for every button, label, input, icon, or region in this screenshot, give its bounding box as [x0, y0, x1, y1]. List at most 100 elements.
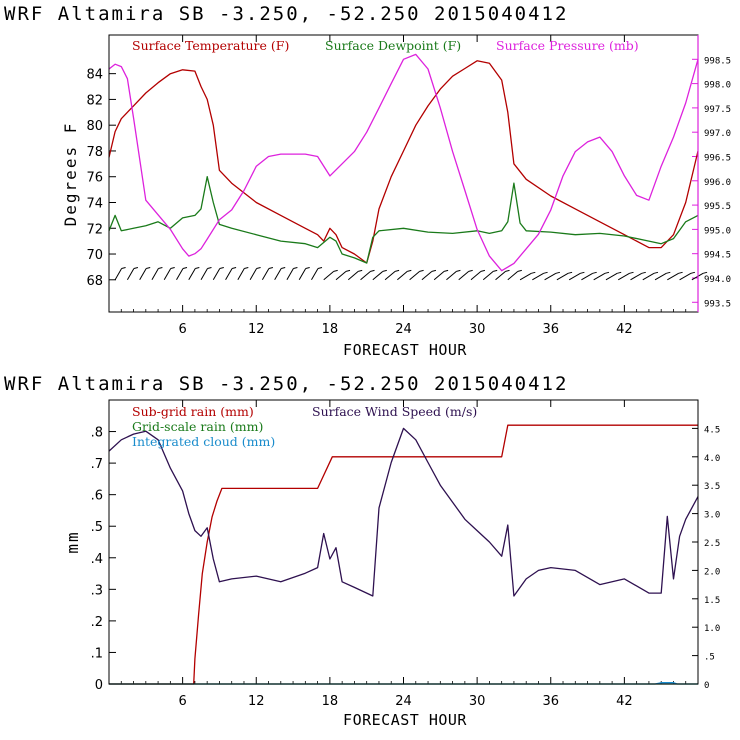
wind-barb-flag [345, 269, 351, 272]
wind-barb-flag [493, 269, 498, 272]
wind-barb-flag [207, 267, 212, 269]
wind-barb-flag [543, 271, 548, 274]
wind-barb [151, 268, 159, 281]
wind-barb [237, 268, 245, 281]
right-tick-label: 996.0 [704, 178, 731, 188]
wind-barb [507, 271, 519, 281]
wind-barb-flag [133, 267, 139, 269]
wind-barb [335, 271, 347, 281]
wind-barb-flag [505, 269, 510, 272]
wind-barb-flag [281, 267, 286, 269]
right-tick-label: 998.5 [704, 56, 731, 66]
x-tick-label: 6 [178, 322, 186, 337]
legend-sub-grid-rain: Sub-grid rain (mm) [132, 404, 254, 419]
x-tick-label: 12 [248, 694, 265, 709]
y-tick-label: .7 [91, 457, 103, 472]
x-tick-label: 24 [395, 322, 412, 337]
wind-barb-flag [333, 269, 338, 272]
wind-barb [482, 271, 494, 281]
wind-barb [470, 271, 482, 281]
wind-barb-flag [195, 267, 200, 269]
wind-barb [188, 268, 196, 281]
wind-barb-flag [480, 269, 486, 272]
right-tick-label: 995.0 [704, 226, 731, 236]
wind-barb [654, 272, 667, 281]
wind-barb [593, 272, 606, 281]
wind-barb-flag [555, 271, 561, 274]
wind-barb [397, 271, 408, 281]
y-tick-label: .1 [91, 646, 103, 661]
wind-barb-flag [370, 269, 375, 272]
right-tick-label: 0 [704, 681, 709, 691]
wind-barb-flag [419, 269, 424, 272]
wind-barb-flag [146, 267, 151, 269]
y-tick-label: 84 [86, 68, 103, 83]
right-tick-label: 995.5 [704, 202, 731, 212]
y-tick-label: 68 [86, 274, 103, 289]
panel2-x-axis-label: FORECAST HOUR [343, 711, 467, 729]
right-tick-label: .5 [704, 653, 715, 663]
wind-barb [372, 271, 384, 281]
wind-barb [311, 268, 319, 281]
wind-barb-flag [158, 267, 163, 269]
wind-barb-flag [382, 269, 387, 272]
y-tick-label: 72 [86, 222, 103, 237]
wind-barb-flag [231, 267, 237, 269]
y-tick-label: .8 [91, 426, 103, 441]
x-tick-label: 30 [469, 694, 486, 709]
right-tick-label: 4.0 [704, 454, 720, 464]
wind-barb-flag [394, 269, 400, 272]
precipitation-panel: WRF Altamira SB -3.250, -52.250 20150404… [4, 373, 720, 729]
series-line-surface-dewpoint-f [108, 176, 699, 264]
right-tick-label: 993.5 [704, 299, 731, 309]
wind-barb-flag [580, 271, 585, 274]
x-tick-label: 18 [322, 694, 339, 709]
y-tick-label: 74 [86, 196, 103, 211]
wind-barb [556, 272, 569, 281]
wind-barb-flag [690, 271, 696, 274]
legend-surface-wind-speed: Surface Wind Speed (m/s) [312, 404, 477, 419]
right-tick-label: 997.5 [704, 105, 731, 115]
x-tick-label: 36 [542, 322, 559, 337]
y-tick-label: .4 [91, 552, 103, 567]
wind-barb-flag [121, 267, 126, 269]
right-tick-label: 2.5 [704, 539, 720, 549]
wind-barb-flag [456, 269, 461, 272]
wind-barbs-row [114, 267, 708, 281]
legend-grid-scale-rain: Grid-scale rain (mm) [132, 419, 263, 434]
x-tick-label: 42 [616, 322, 633, 337]
panel2-y-axis-label: mm [63, 530, 82, 553]
panel1-x-axis-label: FORECAST HOUR [343, 341, 467, 359]
wind-barb [458, 271, 470, 281]
x-tick-label: 24 [395, 694, 412, 709]
right-tick-label: 2.0 [704, 567, 720, 577]
y-tick-label: 76 [86, 171, 103, 186]
wind-barb [225, 268, 233, 281]
wind-barb [433, 271, 445, 281]
wind-barb-flag [170, 267, 175, 269]
wind-barb [617, 272, 630, 281]
wind-barb [409, 271, 420, 281]
legend-integrated-cloud: Integrated cloud (mm) [132, 434, 275, 449]
series-line-surface-wind-speed-m-s [108, 427, 699, 597]
wind-barb [323, 271, 335, 281]
wind-barb [360, 271, 371, 281]
x-tick-label: 6 [178, 694, 186, 709]
wind-barb-flag [678, 271, 683, 274]
y-tick-label: .6 [91, 489, 103, 504]
wind-barb [384, 271, 396, 281]
wind-barb-flag [305, 267, 310, 269]
wind-barb-flag [666, 271, 671, 274]
wind-barb [212, 268, 221, 281]
wind-barb-flag [219, 267, 224, 269]
y-tick-label: 78 [86, 145, 103, 160]
y-tick-label: 70 [86, 248, 103, 263]
panel1-title: WRF Altamira SB -3.250, -52.250 20150404… [4, 3, 568, 25]
wind-barb-flag [531, 271, 536, 274]
wind-barb [642, 272, 655, 281]
wind-barb-flag [617, 271, 622, 274]
temperature-panel: WRF Altamira SB -3.250, -52.250 20150404… [4, 3, 731, 359]
right-tick-label: 994.0 [704, 275, 731, 285]
wind-barb [679, 272, 692, 281]
